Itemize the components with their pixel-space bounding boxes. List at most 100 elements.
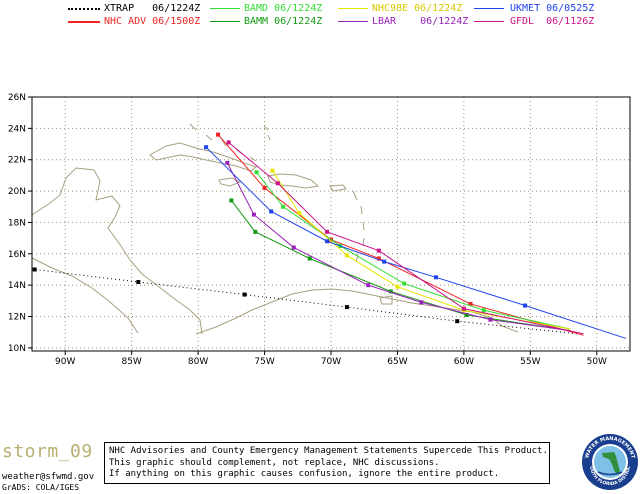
legend-nhc-adv-line [68, 21, 100, 23]
coastlines [31, 123, 519, 335]
sfwmd-logo: WATER MANAGEMENT SOUTH FLORIDA DISTRICT [581, 433, 638, 490]
legend-xtrap-label: XTRAP 06/1224Z [104, 3, 201, 14]
track-point-ukmet [523, 303, 528, 308]
disclaimer-box: NHC Advisories and County Emergency Mana… [104, 442, 550, 484]
track-point-bamd [481, 308, 486, 313]
legend-lbar-line [338, 21, 368, 22]
track-point-bamm [464, 312, 469, 317]
legend-gfdl-line [474, 21, 504, 22]
track-point-gfdl [275, 181, 280, 186]
x-tick-label: 85W [121, 357, 141, 367]
track-point-nhc-adv [216, 132, 221, 137]
y-tick-label: 26N [8, 93, 26, 103]
coastline-puerto-rico [329, 184, 347, 192]
coastline-mexico-west [31, 257, 139, 334]
coastline-central-america [31, 167, 203, 335]
track-gfdl [226, 140, 584, 335]
track-point-bamd [254, 170, 259, 175]
track-point-lbar [488, 317, 493, 322]
track-nhc-adv [216, 132, 584, 336]
coastline-hispaniola [267, 173, 320, 189]
axis-ticks: 90W 85W 80W 75W 70W 65W 60W 55W 50W 26N 24N 22N 20N 1… [8, 93, 607, 367]
legend-nhc-adv-label: NHC ADV 06/1500Z [104, 16, 201, 27]
track-point-nhc-adv [262, 185, 267, 190]
y-tick-label: 12N [8, 313, 26, 323]
y-tick-label: 24N [8, 124, 26, 134]
legend-nhc98e-line [338, 8, 368, 9]
track-point-ukmet [325, 239, 330, 244]
track-point-gfdl [325, 229, 330, 234]
track-point-xtrap [242, 292, 247, 297]
track-point-bamm [253, 229, 258, 234]
disclaimer-line-3: If anything on this graphic causes confu… [109, 469, 500, 479]
x-tick-label: 75W [254, 357, 274, 367]
track-point-nhc98e [344, 253, 349, 258]
track-point-bamm [307, 256, 312, 261]
track-line-nhc-adv [217, 134, 584, 336]
x-tick-label: 90W [55, 357, 75, 367]
track-point-bamd [402, 281, 407, 286]
track-point-ukmet [382, 259, 387, 264]
track-ukmet [204, 145, 627, 339]
track-line-xtrap [34, 268, 577, 335]
track-point-lbar [291, 245, 296, 250]
track-point-lbar [419, 300, 424, 305]
legend-lbar-label: LBAR 06/1224Z [372, 16, 469, 27]
y-tick-label: 14N [8, 281, 26, 291]
track-point-xtrap [32, 267, 37, 272]
track-point-lbar [366, 283, 371, 288]
legend-gfdl-label: GFDL 06/1126Z [510, 16, 595, 27]
track-point-nhc-adv [376, 256, 381, 261]
track-point-bamm [388, 289, 393, 294]
track-point-nhc98e [395, 284, 400, 289]
track-point-bamm [229, 198, 234, 203]
contact-email[interactable]: weather@sfwmd.gov [2, 472, 95, 482]
track-line-gfdl [228, 142, 584, 335]
y-tick-label: 20N [8, 187, 26, 197]
track-line-bamd [256, 171, 571, 330]
coastline-cuba [149, 142, 258, 172]
x-tick-label: 60W [454, 357, 474, 367]
coastline-lesser-antilles [352, 190, 365, 263]
storm-name: storm_09 [2, 441, 93, 462]
forecast-tracks [32, 132, 627, 339]
track-point-xtrap [455, 319, 460, 324]
track-point-bamd [281, 204, 286, 209]
y-tick-label: 22N [8, 156, 26, 166]
track-point-xtrap [136, 280, 141, 285]
grads-credit: GrADS: COLA/IGES [2, 483, 80, 492]
track-line-lbar [226, 162, 571, 332]
legend-ukmet-line [474, 8, 504, 9]
track-point-gfdl [376, 248, 381, 253]
legend-bamm-line [210, 21, 240, 22]
track-point-xtrap [344, 305, 349, 310]
track-point-nhc-adv [468, 301, 473, 306]
track-map: 90W 85W 80W 75W 70W 65W 60W 55W 50W 26N 24N 22N 20N 1… [8, 93, 631, 367]
track-point-ukmet [269, 209, 274, 214]
y-tick-label: 18N [8, 218, 26, 228]
legend-bamd-label: BAMD 06/1224Z [244, 3, 323, 14]
track-point-nhc98e [297, 211, 302, 216]
track-point-lbar [225, 160, 230, 165]
track-point-ukmet [204, 145, 209, 150]
x-tick-label: 80W [188, 357, 208, 367]
disclaimer-line-2: This graphic should complement, not repl… [109, 457, 440, 468]
disclaimer-line-1: NHC Advisories and County Emergency Mana… [109, 446, 548, 456]
legend-nhc98e-label: NHC98E 06/1224Z [372, 3, 463, 14]
x-tick-label: 70W [321, 357, 341, 367]
legend-bamm-label: BAMM 06/1224Z [244, 16, 323, 27]
x-tick-label: 65W [387, 357, 407, 367]
track-lbar [225, 160, 571, 332]
track-point-gfdl [226, 140, 231, 145]
track-point-ukmet [433, 275, 438, 280]
florida-icon [602, 452, 620, 475]
track-point-nhc98e [270, 168, 275, 173]
legend-ukmet-label: UKMET 06/0525Z [510, 3, 595, 14]
track-point-gfdl [461, 306, 466, 311]
track-point-lbar [251, 212, 256, 217]
coastline-jamaica [218, 177, 242, 187]
x-tick-label: 50W [587, 357, 607, 367]
coastline-south-america [195, 288, 519, 335]
track-line-nhc98e [272, 170, 571, 330]
y-tick-label: 10N [8, 344, 26, 354]
